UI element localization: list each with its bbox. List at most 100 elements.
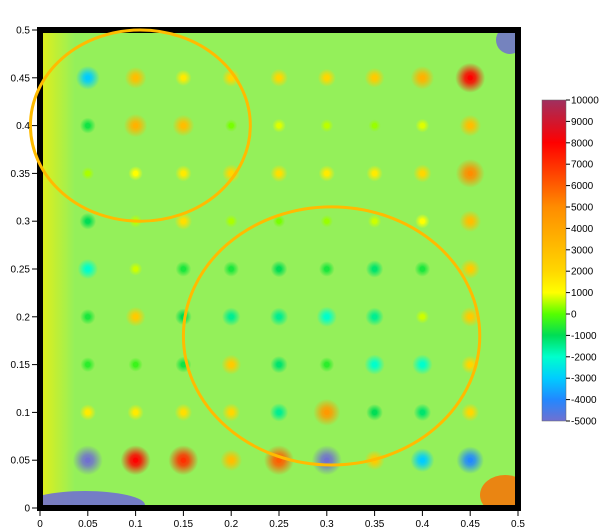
x-tick-label: 0 [37, 519, 43, 530]
heat-node-core [228, 409, 234, 415]
heat-node-core [85, 266, 91, 272]
colorbar-tick-label: 9000 [571, 117, 594, 128]
heat-node-core [372, 266, 378, 272]
heat-node-core [228, 170, 234, 176]
heat-node-core [276, 314, 282, 320]
y-tick-label: 0.5 [16, 26, 30, 37]
heat-node-core [180, 123, 186, 129]
heat-node-core [133, 266, 139, 272]
x-tick-label: 0.25 [269, 519, 289, 530]
y-tick-label: 0.3 [16, 217, 30, 228]
heat-node-core [85, 75, 91, 81]
left-edge-band [40, 30, 75, 508]
heat-node-core [467, 123, 473, 129]
heat-node-core [467, 170, 473, 176]
heat-node-core [276, 123, 282, 129]
y-tick-label: 0.15 [11, 360, 31, 371]
heat-node-core [180, 409, 186, 415]
heat-node-core [228, 266, 234, 272]
annotation-layer [28, 28, 482, 467]
heat-node-core [467, 457, 473, 463]
colorbar-ticks: 1000090008000700060005000400030002000100… [566, 96, 599, 428]
x-tick-label: 0.15 [174, 519, 194, 530]
heat-node-core [85, 218, 91, 224]
heat-node-core [419, 314, 425, 320]
heat-node-core [85, 314, 91, 320]
heat-node-core [324, 314, 330, 320]
y-tick-label: 0.4 [16, 121, 30, 132]
heat-node-core [419, 362, 425, 368]
colorbar-gradient [541, 99, 567, 422]
x-tick-label: 0.1 [129, 519, 143, 530]
heat-node-core [372, 362, 378, 368]
colorbar-tick-label: 8000 [571, 138, 594, 149]
top-right-low-region [496, 30, 518, 54]
x-tick-label: 0.45 [460, 519, 480, 530]
heat-node-core [419, 266, 425, 272]
heat-node-core [228, 218, 234, 224]
y-tick-label: 0.35 [11, 169, 31, 180]
heat-node-core [85, 457, 91, 463]
heat-node-core [419, 218, 425, 224]
heat-node-core [276, 362, 282, 368]
heat-node-core [324, 170, 330, 176]
heat-node-core [276, 409, 282, 415]
y-tick-label: 0.1 [16, 408, 30, 419]
heat-node-core [372, 123, 378, 129]
plot-frame [37, 27, 521, 511]
colorbar-tick-label: -1000 [571, 331, 597, 342]
colorbar-tick-label: -2000 [571, 352, 597, 363]
heat-node-core [133, 314, 139, 320]
x-tick-label: 0.4 [415, 519, 429, 530]
heatmap-area [40, 30, 518, 508]
heat-node-core [228, 362, 234, 368]
heat-node-core [276, 75, 282, 81]
heat-node-core [133, 457, 139, 463]
colorbar-tick-label: -3000 [571, 374, 597, 385]
bottom-left-low-region [40, 491, 145, 508]
colorbar-tick-label: 0 [571, 310, 577, 321]
y-tick-label: 0 [24, 504, 30, 515]
heat-node-core [372, 314, 378, 320]
heat-node-core [133, 75, 139, 81]
colorbar-tick-label: -5000 [571, 417, 597, 428]
x-tick-label: 0.05 [78, 519, 98, 530]
heat-node-core [180, 362, 186, 368]
y-axis: 0 0.05 0.1 0.15 0.2 0.25 0.3 0.35 0.4 0.45 0.5 [11, 26, 37, 515]
heat-node-core [324, 409, 330, 415]
heat-node-core [276, 218, 282, 224]
colorbar-tick-label: 5000 [571, 203, 594, 214]
y-tick-label: 0.25 [11, 265, 31, 276]
x-tick-label: 0.5 [511, 519, 525, 530]
heat-node-core [180, 75, 186, 81]
node-layer [72, 62, 486, 476]
heat-node-core [85, 170, 91, 176]
heat-node-core [228, 314, 234, 320]
x-tick-label: 0.35 [365, 519, 385, 530]
heat-node-core [276, 266, 282, 272]
heat-node-core [419, 409, 425, 415]
colorbar: 1000090008000700060005000400030002000100… [541, 96, 599, 428]
heat-node-core [419, 123, 425, 129]
colorbar-tick-label: 1000 [571, 288, 594, 299]
heat-node-core [133, 362, 139, 368]
heat-node-core [228, 457, 234, 463]
y-tick-label: 0.2 [16, 312, 30, 323]
heat-node-core [324, 266, 330, 272]
heat-node-core [372, 75, 378, 81]
x-axis: 0 0.05 0.1 0.15 0.2 0.25 0.3 0.35 0.4 0.45 0.5 [37, 511, 525, 530]
heat-node-core [372, 218, 378, 224]
heat-node-core [467, 266, 473, 272]
heat-node-core [85, 123, 91, 129]
heat-node-core [276, 457, 282, 463]
heat-node-core [180, 218, 186, 224]
colorbar-tick-label: 10000 [571, 96, 599, 107]
heat-node-core [324, 123, 330, 129]
heat-node-core [419, 75, 425, 81]
colorbar-tick-label: 6000 [571, 181, 594, 192]
colorbar-tick-label: 4000 [571, 224, 594, 235]
heat-node-core [180, 170, 186, 176]
annotation-ellipse [28, 28, 252, 223]
heat-node-core [180, 266, 186, 272]
